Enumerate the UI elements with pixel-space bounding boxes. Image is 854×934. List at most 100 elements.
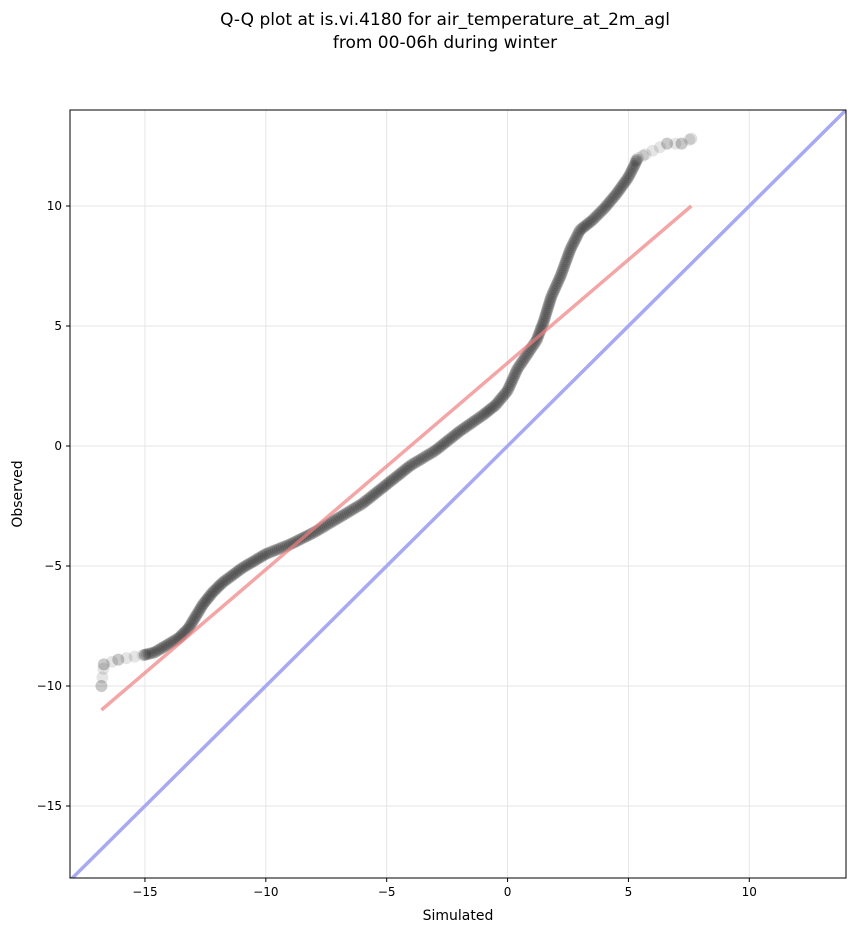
quantile-point [393, 468, 406, 481]
quantile-point [561, 251, 574, 264]
quantile-point [472, 412, 485, 425]
quantile-point [511, 363, 524, 376]
quantile-point [551, 277, 564, 290]
quantile-point [492, 396, 505, 408]
quantile-point [552, 275, 565, 288]
quantile-point [590, 209, 603, 222]
quantile-point [510, 365, 523, 378]
quantile-point [488, 400, 500, 413]
quantile-point [631, 153, 644, 166]
quantile-point [212, 580, 225, 593]
quantile-point [539, 309, 552, 322]
quantile-point [341, 506, 354, 519]
quantile-point [427, 445, 440, 458]
quantile-point [120, 652, 133, 665]
quantile-point [458, 422, 471, 434]
quantile-point [229, 567, 242, 580]
quantile-point [192, 605, 205, 618]
quantile-point [430, 443, 443, 456]
quantile-point [216, 576, 229, 589]
quantile-point [558, 259, 571, 272]
quantile-point [390, 470, 403, 483]
y-tick-label: 5 [54, 319, 62, 333]
quantile-point [361, 493, 374, 506]
quantile-point [334, 510, 347, 523]
quantile-point [518, 352, 531, 365]
quantile-point [478, 407, 491, 420]
quantile-point [112, 653, 125, 666]
quantile-point [461, 419, 474, 432]
quantile-point [356, 497, 369, 510]
quantile-point [540, 305, 553, 318]
quantile-point [385, 474, 398, 487]
quantile-point [496, 391, 509, 404]
quantile-point [187, 613, 200, 626]
quantile-point [412, 454, 425, 467]
quantile-point [232, 564, 245, 577]
quantile-point [263, 546, 276, 559]
quantile-point [544, 293, 557, 306]
quantile-point [463, 418, 476, 431]
quantile-point [186, 615, 199, 628]
quantile-point [480, 406, 493, 419]
quantile-point [152, 644, 165, 657]
quantile-point [661, 137, 674, 150]
quantile-point [584, 215, 597, 228]
quantile-point [542, 301, 554, 314]
quantile-point [206, 586, 219, 599]
quantile-point [555, 267, 568, 280]
quantile-point [519, 350, 532, 363]
quantile-point [612, 184, 625, 197]
quantile-point [569, 233, 582, 246]
quantile-point [574, 224, 587, 236]
quantile-point [258, 549, 271, 561]
quantile-point [473, 411, 486, 424]
quantile-point [607, 191, 620, 204]
quantile-point [675, 137, 688, 150]
fit-line [100, 204, 693, 712]
quantile-point [559, 257, 572, 270]
quantile-point [235, 562, 248, 575]
quantile-point [162, 638, 175, 651]
quantile-point [598, 202, 611, 215]
quantile-point [520, 348, 533, 361]
quantile-point [547, 285, 560, 298]
quantile-point [209, 583, 222, 596]
quantile-point [509, 367, 522, 380]
quantile-point [543, 295, 556, 308]
quantile-point [443, 433, 456, 446]
quantile-point [599, 200, 612, 213]
quantile-point [546, 289, 558, 302]
quantile-point [240, 559, 253, 572]
quantile-point [183, 620, 196, 633]
quantile-point [592, 208, 605, 221]
quantile-point [388, 472, 401, 484]
quantile-point [470, 413, 483, 426]
quantile-point [214, 578, 227, 591]
quantile-point [194, 601, 207, 614]
quantile-point [366, 489, 379, 502]
quantile-point [620, 174, 632, 187]
quantile-point [517, 354, 530, 367]
quantile-point [350, 500, 363, 513]
quantile-point [618, 176, 631, 189]
quantile-point [550, 279, 563, 292]
quantile-point [586, 214, 599, 227]
quantile-point [242, 558, 255, 571]
quantile-point [602, 197, 615, 210]
quantile-point [614, 183, 626, 195]
x-tick-label: 5 [625, 885, 633, 899]
quantile-point [577, 221, 590, 234]
quantile-point [432, 442, 445, 455]
quantile-point [200, 593, 213, 606]
quantile-point [372, 484, 385, 497]
quantile-point [97, 658, 110, 671]
quantile-point [454, 424, 467, 437]
quantile-point [191, 607, 204, 619]
quantile-point [197, 598, 209, 611]
chart-title: Q-Q plot at is.vi.4180 for air_temperatu… [220, 10, 670, 30]
quantile-point [646, 144, 659, 157]
quantile-point [155, 642, 168, 655]
quantile-point [185, 617, 198, 630]
